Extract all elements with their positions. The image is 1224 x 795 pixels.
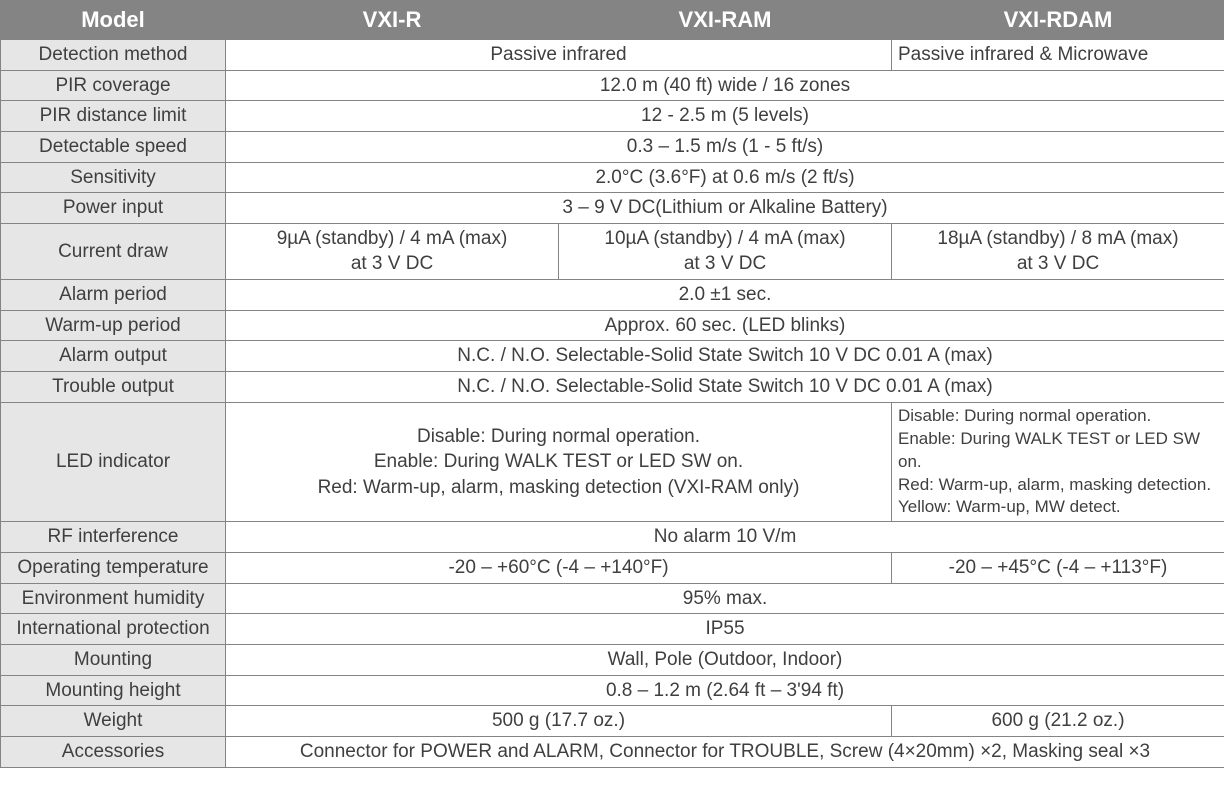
header-c3: VXI-RDAM [892, 1, 1224, 40]
cell-detectable-speed: 0.3 – 1.5 m/s (1 - 5 ft/s) [226, 131, 1224, 162]
row-alarm-output: Alarm output N.C. / N.O. Selectable-Soli… [1, 341, 1224, 372]
cell-international-protection: IP55 [226, 614, 1224, 645]
cell-led-indicator-12: Disable: During normal operation. Enable… [226, 402, 892, 522]
row-detection-method: Detection method Passive infrared Passiv… [1, 40, 1224, 71]
cell-mounting-height: 0.8 – 1.2 m (2.64 ft – 3'94 ft) [226, 675, 1224, 706]
row-mounting: Mounting Wall, Pole (Outdoor, Indoor) [1, 644, 1224, 675]
cell-weight-12: 500 g (17.7 oz.) [226, 706, 892, 737]
label-sensitivity: Sensitivity [1, 162, 226, 193]
row-detectable-speed: Detectable speed 0.3 – 1.5 m/s (1 - 5 ft… [1, 131, 1224, 162]
row-trouble-output: Trouble output N.C. / N.O. Selectable-So… [1, 372, 1224, 403]
row-operating-temperature: Operating temperature -20 – +60°C (-4 – … [1, 553, 1224, 584]
cell-current-draw-3: 18µA (standby) / 8 mA (max) at 3 V DC [892, 223, 1224, 279]
label-warmup-period: Warm-up period [1, 310, 226, 341]
header-row: Model VXI-R VXI-RAM VXI-RDAM [1, 1, 1224, 40]
row-pir-coverage: PIR coverage 12.0 m (40 ft) wide / 16 zo… [1, 70, 1224, 101]
label-detectable-speed: Detectable speed [1, 131, 226, 162]
row-accessories: Accessories Connector for POWER and ALAR… [1, 736, 1224, 767]
header-c2: VXI-RAM [559, 1, 892, 40]
cell-environment-humidity: 95% max. [226, 583, 1224, 614]
header-c1: VXI-R [226, 1, 559, 40]
label-trouble-output: Trouble output [1, 372, 226, 403]
label-rf-interference: RF interference [1, 522, 226, 553]
row-mounting-height: Mounting height 0.8 – 1.2 m (2.64 ft – 3… [1, 675, 1224, 706]
row-pir-distance-limit: PIR distance limit 12 - 2.5 m (5 levels) [1, 101, 1224, 132]
label-alarm-period: Alarm period [1, 280, 226, 311]
cell-current-draw-1: 9µA (standby) / 4 mA (max) at 3 V DC [226, 223, 559, 279]
cell-accessories: Connector for POWER and ALARM, Connector… [226, 736, 1224, 767]
label-mounting-height: Mounting height [1, 675, 226, 706]
row-power-input: Power input 3 – 9 V DC(Lithium or Alkali… [1, 193, 1224, 224]
cell-led-indicator-3: Disable: During normal operation. Enable… [892, 402, 1224, 522]
cell-rf-interference: No alarm 10 V/m [226, 522, 1224, 553]
row-led-indicator: LED indicator Disable: During normal ope… [1, 402, 1224, 522]
header-model: Model [1, 1, 226, 40]
row-warmup-period: Warm-up period Approx. 60 sec. (LED blin… [1, 310, 1224, 341]
label-weight: Weight [1, 706, 226, 737]
cell-mounting: Wall, Pole (Outdoor, Indoor) [226, 644, 1224, 675]
label-environment-humidity: Environment humidity [1, 583, 226, 614]
label-pir-distance-limit: PIR distance limit [1, 101, 226, 132]
row-environment-humidity: Environment humidity 95% max. [1, 583, 1224, 614]
row-current-draw: Current draw 9µA (standby) / 4 mA (max) … [1, 223, 1224, 279]
row-weight: Weight 500 g (17.7 oz.) 600 g (21.2 oz.) [1, 706, 1224, 737]
label-current-draw: Current draw [1, 223, 226, 279]
spec-table: Model VXI-R VXI-RAM VXI-RDAM Detection m… [0, 0, 1224, 768]
cell-sensitivity: 2.0°C (3.6°F) at 0.6 m/s (2 ft/s) [226, 162, 1224, 193]
label-accessories: Accessories [1, 736, 226, 767]
label-international-protection: International protection [1, 614, 226, 645]
cell-trouble-output: N.C. / N.O. Selectable-Solid State Switc… [226, 372, 1224, 403]
label-pir-coverage: PIR coverage [1, 70, 226, 101]
cell-alarm-period: 2.0 ±1 sec. [226, 280, 1224, 311]
cell-detection-method-3: Passive infrared & Microwave [892, 40, 1224, 71]
row-international-protection: International protection IP55 [1, 614, 1224, 645]
label-detection-method: Detection method [1, 40, 226, 71]
cell-current-draw-2: 10µA (standby) / 4 mA (max) at 3 V DC [559, 223, 892, 279]
cell-weight-3: 600 g (21.2 oz.) [892, 706, 1224, 737]
cell-power-input: 3 – 9 V DC(Lithium or Alkaline Battery) [226, 193, 1224, 224]
cell-warmup-period: Approx. 60 sec. (LED blinks) [226, 310, 1224, 341]
cell-pir-coverage: 12.0 m (40 ft) wide / 16 zones [226, 70, 1224, 101]
row-sensitivity: Sensitivity 2.0°C (3.6°F) at 0.6 m/s (2 … [1, 162, 1224, 193]
cell-operating-temperature-3: -20 – +45°C (-4 – +113°F) [892, 553, 1224, 584]
row-alarm-period: Alarm period 2.0 ±1 sec. [1, 280, 1224, 311]
label-mounting: Mounting [1, 644, 226, 675]
label-led-indicator: LED indicator [1, 402, 226, 522]
label-operating-temperature: Operating temperature [1, 553, 226, 584]
row-rf-interference: RF interference No alarm 10 V/m [1, 522, 1224, 553]
label-power-input: Power input [1, 193, 226, 224]
label-alarm-output: Alarm output [1, 341, 226, 372]
cell-alarm-output: N.C. / N.O. Selectable-Solid State Switc… [226, 341, 1224, 372]
cell-operating-temperature-12: -20 – +60°C (-4 – +140°F) [226, 553, 892, 584]
cell-pir-distance-limit: 12 - 2.5 m (5 levels) [226, 101, 1224, 132]
cell-detection-method-12: Passive infrared [226, 40, 892, 71]
